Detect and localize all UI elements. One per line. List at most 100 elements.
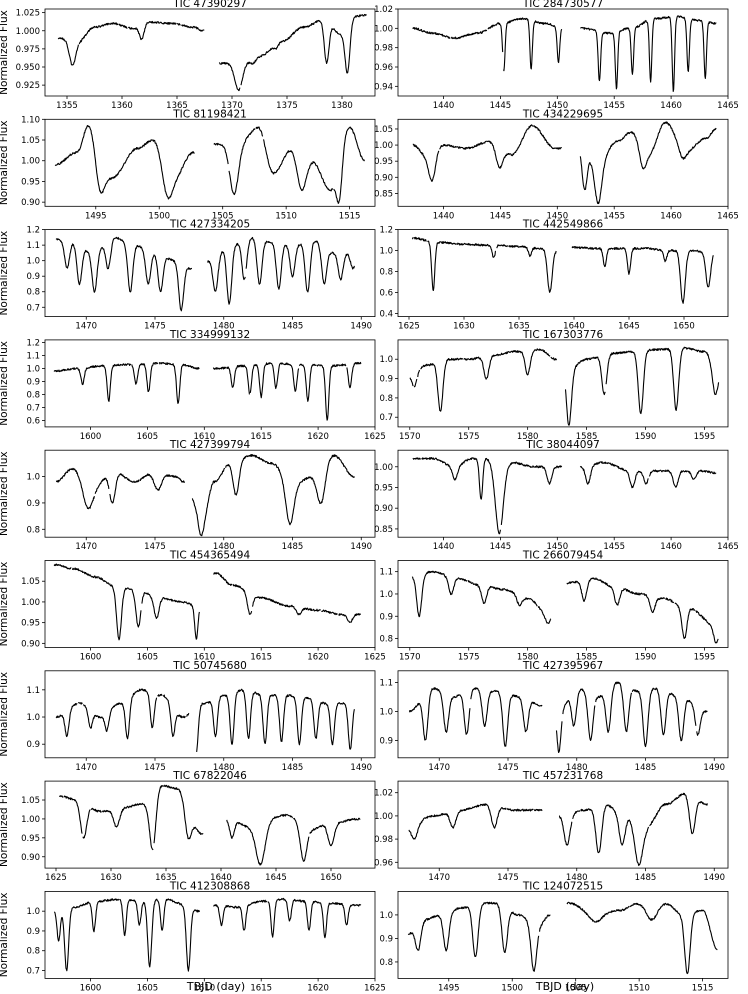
x-tick-label: 1470 [75,763,97,773]
x-tick-label: 1575 [458,432,480,442]
x-tick-label: 1500 [148,211,170,221]
y-tick-label: 1.000 [16,27,40,37]
light-curve-line [55,454,355,537]
panel-tic-427399794: TIC 427399794 1470 1475 1480 1485 1490 0.8 0.9 1… [0,439,376,552]
x-tick-label: 1600 [80,983,102,993]
x-tick-label: 1510 [275,211,297,221]
axes-frame [397,118,729,207]
y-tick-label: 1.1 [26,686,40,696]
light-curve-line [55,688,355,752]
y-tick-label: 0.8 [379,958,393,968]
axes-frame [397,891,729,979]
x-tick-label: 1455 [603,101,625,111]
panel-title: TIC 124072515 [522,880,603,892]
panel-tic-284730577: TIC 284730577 1440 1445 1450 1455 1460 1465 0.9… [374,0,739,111]
x-tick-label: 1445 [490,211,512,221]
panel-title: TIC 457231768 [522,770,603,782]
light-curve-line [55,236,355,312]
x-tick-label: 1475 [144,322,166,332]
panel-tic-81198421: TIC 81198421 1495 1500 1505 1510 1515 0.90 0.95… [0,108,376,221]
axes-frame [44,8,376,97]
y-tick-label: 0.96 [374,858,393,868]
light-curve-line [53,361,362,421]
y-tick-label: 1.1 [26,241,40,251]
x-tick-label: 1640 [563,322,585,332]
x-tick-label: 1495 [438,983,460,993]
y-tick-label: 1.1 [379,678,393,688]
x-tick-label: 1490 [703,873,725,883]
panel-tic-50745680: TIC 50745680 1470 1475 1480 1485 1490 0.9 1.0 1.… [0,660,376,773]
panel-title: TIC 47390297 [172,0,247,10]
x-tick-label: 1580 [517,432,539,442]
x-tick-label: 1440 [433,211,455,221]
x-tick-label: 1615 [250,432,272,442]
y-tick-label: 1.0 [26,713,40,723]
x-tick-label: 1590 [635,432,657,442]
y-tick-label: 0.7 [26,966,40,976]
panel-tic-442549866: TIC 442549866 1625 1630 1635 1640 1645 1650 0.4… [379,219,729,332]
y-tick-label: 1.05 [374,125,393,135]
x-tick-label: 1490 [350,322,372,332]
x-tick-label: 1625 [398,322,420,332]
y-tick-label: 0.85 [374,525,393,535]
panel-tic-434229695: TIC 434229695 1440 1445 1450 1455 1460 1465 0.8… [374,108,739,221]
x-tick-label: 1355 [56,101,78,111]
y-tick-label: 0.975 [16,45,40,55]
panel-title: TIC 434229695 [522,108,603,120]
y-tick-label: 0.94 [374,82,393,92]
x-tick-label: 1480 [566,873,588,883]
y-tick-label: 1.0 [26,907,40,917]
light-curve-line [411,236,714,304]
x-tick-label: 1455 [603,542,625,552]
panel-title: TIC 442549866 [522,219,604,231]
panel-title: TIC 81198421 [172,108,247,120]
axes-frame [397,670,729,759]
panel-tic-427334205: TIC 427334205 1470 1475 1480 1485 1490 0.7 0.8 0… [0,219,376,332]
y-tick-label: 1.0 [26,473,40,483]
x-tick-label: 1450 [546,211,568,221]
x-tick-label: 1485 [635,763,657,773]
light-curve-line [407,901,718,975]
y-tick-label: 1.00 [21,598,40,608]
y-tick-label: 1.00 [21,157,40,167]
y-axis-label: Normalized Flux [0,672,10,757]
x-tick-label: 1625 [364,983,386,993]
y-tick-label: 0.8 [379,635,393,645]
figure-xlabel: TBJD (day) [186,980,245,993]
y-tick-label: 0.9 [26,377,40,387]
panel-tic-427395967: TIC 427395967 1470 1475 1480 1485 1490 0.9 1.0 1… [379,660,729,773]
panel-title: TIC 38044097 [525,439,600,451]
y-tick-label: 0.950 [16,63,40,73]
y-tick-label: 1.025 [16,9,40,19]
x-tick-label: 1440 [433,101,455,111]
y-tick-label: 1.0 [26,364,40,374]
x-tick-label: 1465 [717,211,739,221]
x-tick-label: 1455 [603,211,625,221]
panel-title: TIC 284730577 [522,0,603,10]
y-tick-label: 1.00 [374,463,393,473]
y-tick-label: 0.98 [374,835,393,845]
axes-frame [397,8,729,97]
panel-title: TIC 67822046 [172,770,247,782]
x-tick-label: 1630 [100,873,122,883]
axes-frame [44,780,376,869]
panel-tic-67822046: TIC 67822046 1625 1630 1635 1640 1645 1650 0.90… [0,770,376,883]
x-tick-label: 1505 [212,211,234,221]
axes-frame [44,229,376,318]
y-tick-label: 1.0 [379,247,393,257]
panel-tic-457231768: TIC 457231768 1470 1475 1480 1485 1490 0.96 0.9… [374,770,729,883]
x-tick-label: 1470 [428,763,450,773]
y-tick-label: 1.00 [374,141,393,151]
x-tick-label: 1370 [221,101,243,111]
light-curve-line [54,124,365,204]
light-curve-line [412,457,717,535]
light-curve-line [408,792,708,867]
y-tick-label: 0.8 [26,525,40,535]
x-tick-label: 1610 [193,983,215,993]
x-tick-label: 1615 [250,653,272,663]
x-tick-label: 1500 [501,983,523,993]
y-tick-label: 1.2 [379,226,393,236]
x-tick-label: 1480 [213,542,235,552]
panel-title: TIC 266079454 [522,550,604,562]
x-tick-label: 1380 [331,101,353,111]
